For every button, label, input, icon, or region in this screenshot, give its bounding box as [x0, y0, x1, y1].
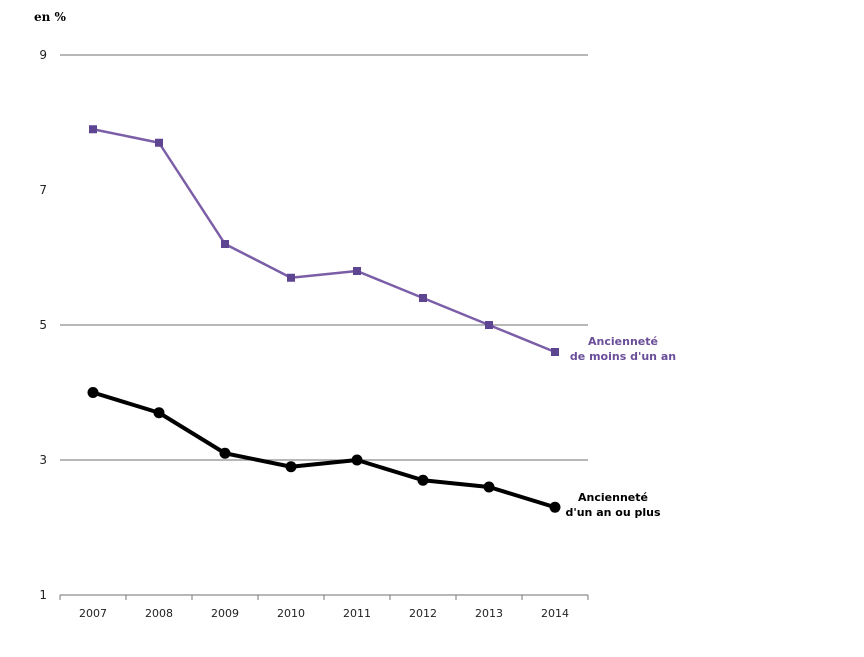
- series-line: [92, 128, 556, 354]
- y-tick-label: 7: [39, 183, 47, 197]
- series-labels: Ancienneté de moins d'un an Ancienneté d'un…: [565, 335, 676, 519]
- data-point: [417, 474, 429, 486]
- data-point: [551, 348, 559, 356]
- data-point: [221, 240, 229, 248]
- data-point: [219, 447, 231, 459]
- data-point: [89, 125, 97, 134]
- x-tick-label: 2008: [145, 607, 173, 620]
- x-tick-label: 2009: [211, 607, 239, 620]
- y-tick-label: 5: [39, 318, 47, 332]
- series-label: Ancienneté: [578, 491, 648, 504]
- unit-label: en %: [34, 10, 67, 24]
- data-point: [549, 501, 561, 513]
- series-label: Ancienneté: [588, 335, 658, 348]
- x-tick-label: 2007: [79, 607, 107, 620]
- y-axis-ticks: 9 7 5 3 1: [39, 48, 47, 602]
- x-tick-label: 2010: [277, 607, 305, 620]
- x-tick-label: 2011: [343, 607, 371, 620]
- data-point: [485, 321, 493, 329]
- y-tick-label: 9: [39, 48, 47, 62]
- data-point: [351, 454, 363, 466]
- data-point: [353, 267, 361, 275]
- gridlines: [60, 54, 588, 461]
- data-point: [155, 138, 163, 147]
- y-tick-label: 1: [39, 588, 47, 602]
- data-point: [287, 273, 295, 282]
- data-point: [419, 294, 427, 302]
- x-tick-label: 2013: [475, 607, 503, 620]
- series-line: [92, 390, 556, 510]
- series-label: de moins d'un an: [570, 350, 676, 363]
- data-point: [483, 481, 495, 493]
- data-point: [285, 461, 297, 473]
- x-axis: 2007 2008 2009 2010 2011 2012 2013 2014: [59, 594, 589, 620]
- series-label: d'un an ou plus: [565, 506, 661, 519]
- x-tick-label: 2012: [409, 607, 437, 620]
- series-less-than-one-year: [89, 125, 559, 356]
- data-point: [153, 407, 165, 419]
- series-one-year-or-more: [87, 387, 561, 513]
- y-tick-label: 3: [39, 453, 47, 467]
- series-group: [87, 125, 561, 513]
- x-tick-label: 2014: [541, 607, 569, 620]
- data-point: [87, 387, 99, 398]
